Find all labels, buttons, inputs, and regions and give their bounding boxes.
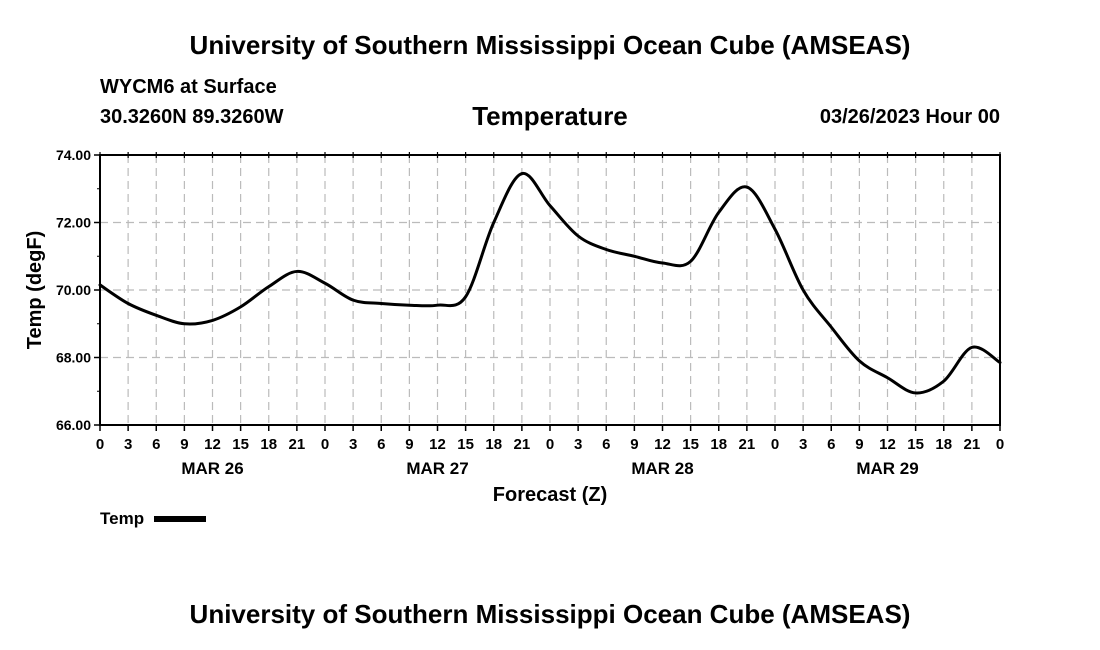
x-tick-label: 9 — [405, 436, 413, 453]
data-point — [857, 359, 861, 363]
x-tick-label: 0 — [321, 436, 329, 453]
x-tick-label: 0 — [546, 436, 554, 453]
x-tick-label: 21 — [739, 436, 756, 453]
x-tick-label: 18 — [710, 436, 727, 453]
data-point — [886, 376, 890, 380]
x-axis-label: Forecast (Z) — [493, 484, 607, 506]
x-tick-label: 15 — [682, 436, 699, 453]
x-tick-label: 0 — [96, 436, 104, 453]
data-point — [970, 345, 974, 349]
data-point — [182, 322, 186, 326]
data-point — [98, 283, 102, 287]
x-tick-label: 18 — [935, 436, 952, 453]
data-point — [211, 318, 215, 322]
plot-frame — [99, 154, 1001, 426]
data-point — [464, 295, 468, 299]
y-tick-label: 74.00 — [56, 147, 91, 163]
x-tick-label: 18 — [485, 436, 502, 453]
day-label: MAR 28 — [631, 459, 693, 478]
data-point — [745, 185, 749, 189]
x-tick-label: 15 — [457, 436, 474, 453]
data-point — [154, 313, 158, 317]
x-tick-label: 21 — [289, 436, 306, 453]
data-point — [942, 379, 946, 383]
y-tick-labels: 66.00 68.00 70.00 72.00 74.00 — [56, 147, 91, 433]
data-point — [604, 248, 608, 252]
data-point — [407, 303, 411, 307]
data-point — [239, 305, 243, 309]
x-tick-label: 6 — [377, 436, 385, 453]
data-points — [98, 172, 1002, 395]
data-point — [548, 204, 552, 208]
x-tick-label: 3 — [349, 436, 357, 453]
day-label: MAR 26 — [181, 459, 243, 478]
y-tick-label: 72.00 — [56, 215, 91, 231]
x-tick-label: 21 — [514, 436, 531, 453]
x-tick-label: 3 — [574, 436, 582, 453]
data-point — [295, 269, 299, 273]
x-tick-label: 15 — [907, 436, 924, 453]
data-point — [689, 259, 693, 263]
chart-title: Temperature — [472, 101, 628, 131]
legend-label: Temp — [100, 509, 145, 528]
data-point — [492, 221, 496, 225]
data-point — [998, 361, 1002, 365]
coordinates-label: 30.3260N 89.3260W — [100, 106, 284, 128]
data-point — [520, 172, 524, 176]
bottom-title: University of Southern Mississippi Ocean… — [189, 599, 911, 629]
station-label: WYCM6 at Surface — [100, 76, 277, 98]
top-title: University of Southern Mississippi Ocean… — [189, 30, 911, 60]
x-tick-label: 12 — [429, 436, 446, 453]
x-tick-label: 12 — [654, 436, 671, 453]
x-tick-label: 9 — [180, 436, 188, 453]
x-tick-label: 0 — [771, 436, 779, 453]
day-labels: MAR 26 MAR 27 MAR 28 MAR 29 — [181, 459, 918, 478]
y-tick-label: 66.00 — [56, 417, 91, 433]
x-tick-label: 0 — [996, 436, 1004, 453]
data-point — [267, 285, 271, 289]
day-label: MAR 29 — [856, 459, 918, 478]
x-tick-label: 3 — [124, 436, 132, 453]
x-tick-label: 9 — [855, 436, 863, 453]
data-point — [801, 288, 805, 292]
x-tick-labels: 0 3 6 9 12 15 18 21 0 3 6 9 12 15 18 21 0 3 6 9 12 15 18 21 0 3 6 9… — [96, 436, 1004, 453]
data-point — [379, 302, 383, 306]
series-line-temp — [98, 172, 1002, 395]
x-tick-label: 6 — [602, 436, 610, 453]
y-tick-label: 70.00 — [56, 282, 91, 298]
datetime-label: 03/26/2023 Hour 00 — [819, 106, 1000, 128]
data-point — [829, 325, 833, 329]
x-tick-label: 9 — [630, 436, 638, 453]
x-tick-label: 12 — [879, 436, 896, 453]
axis-ticks — [94, 152, 1001, 431]
data-point — [126, 302, 130, 306]
y-tick-label: 68.00 — [56, 350, 91, 366]
data-point — [436, 303, 440, 307]
data-point — [323, 281, 327, 285]
y-axis-label: Temp (degF) — [24, 231, 46, 350]
x-tick-label: 18 — [260, 436, 277, 453]
data-point — [351, 298, 355, 302]
legend-swatch — [154, 516, 207, 522]
day-label: MAR 27 — [406, 459, 468, 478]
x-tick-label: 15 — [232, 436, 249, 453]
x-tick-label: 3 — [799, 436, 807, 453]
data-point — [914, 391, 918, 395]
data-point — [773, 227, 777, 231]
data-point — [632, 254, 636, 258]
data-point — [576, 234, 580, 238]
legend: Temp — [100, 509, 207, 529]
x-tick-label: 6 — [827, 436, 835, 453]
x-tick-label: 12 — [204, 436, 221, 453]
data-point — [661, 261, 665, 265]
x-tick-label: 21 — [964, 436, 981, 453]
x-tick-label: 6 — [152, 436, 160, 453]
data-point — [717, 210, 721, 214]
grid — [100, 154, 1000, 425]
